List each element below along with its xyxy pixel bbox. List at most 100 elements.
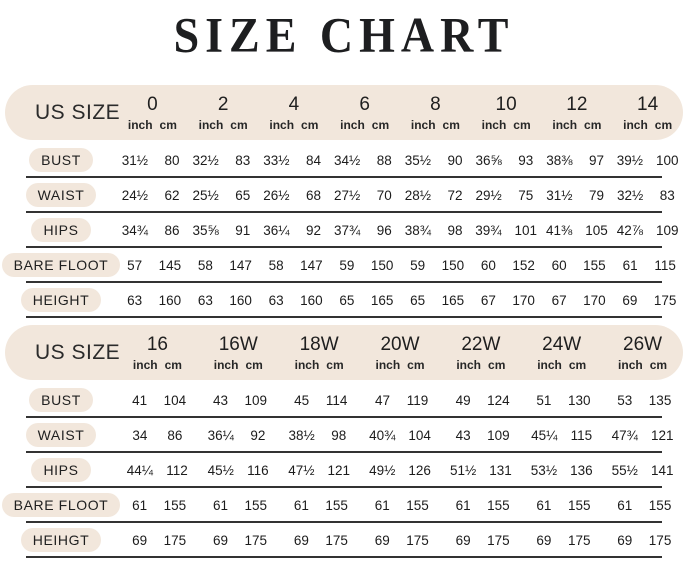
measurement-cell: 38½ 98 <box>279 428 360 443</box>
measurement-cell: 26½ 68 <box>259 188 330 203</box>
inch-value: 53½ <box>530 462 558 478</box>
measurement-cell: 61 155 <box>198 498 279 513</box>
inch-value: 69 <box>132 532 148 548</box>
size-value: 24W <box>542 333 582 355</box>
inch-value: 45 <box>294 392 310 408</box>
cm-value: 155 <box>567 497 591 513</box>
size-column-header: 16W inch cm <box>198 334 279 372</box>
page-title: SIZE CHART <box>173 7 515 63</box>
measurement-cell: 63 160 <box>117 293 188 308</box>
cm-value: 150 <box>441 257 465 273</box>
cm-value: 83 <box>659 187 675 203</box>
inch-value: 69 <box>455 532 471 548</box>
cm-value: 86 <box>164 222 180 238</box>
measurement-cell: 44¼ 112 <box>117 463 198 478</box>
cm-value: 175 <box>325 532 348 548</box>
measurement-cell: 25½ 65 <box>188 188 259 203</box>
unit-label: cm <box>245 357 263 372</box>
cm-value: 93 <box>518 152 534 168</box>
cm-value: 136 <box>570 462 593 478</box>
cm-value: 175 <box>244 532 268 548</box>
measurement-cell: 47¾ 121 <box>602 428 683 443</box>
inch-value: 34 <box>132 427 148 443</box>
inch-value: 69 <box>293 532 309 548</box>
measurement-cell: 35½ 90 <box>400 153 471 168</box>
unit-labels: inch cm <box>521 358 602 372</box>
inch-value: 44¼ <box>126 462 154 478</box>
inch-value: 49 <box>455 392 471 408</box>
row-label-pill: WAIST <box>25 423 97 448</box>
size-value: 4 <box>288 94 300 115</box>
size-value: 16 <box>146 333 168 355</box>
size-column-header: 2 inch cm <box>188 94 259 132</box>
cm-value: 97 <box>589 152 605 168</box>
inch-value: 61 <box>212 497 229 513</box>
inch-value: 58 <box>197 257 213 273</box>
inch-value: 47½ <box>288 462 315 478</box>
cm-value: 91 <box>235 222 251 238</box>
unit-label: inch <box>552 117 578 132</box>
cm-value: 104 <box>408 427 431 443</box>
measurement-cell: 69 175 <box>612 293 683 308</box>
unit-labels: inch cm <box>542 118 613 132</box>
inch-value: 38¾ <box>404 222 432 238</box>
inch-value: 61 <box>617 497 633 513</box>
measurement-cell: 63 160 <box>188 293 259 308</box>
cm-value: 90 <box>447 152 463 168</box>
measurement-cell: 43 109 <box>198 393 279 408</box>
unit-labels: inch cm <box>259 118 330 132</box>
inch-value: 37¾ <box>333 222 361 238</box>
inch-value: 38½ <box>288 427 315 443</box>
cm-value: 126 <box>408 462 431 478</box>
cm-value: 109 <box>656 222 679 238</box>
inch-value: 39¾ <box>475 222 502 238</box>
inch-value: 40¾ <box>369 427 396 443</box>
inch-value: 31½ <box>121 152 149 168</box>
unit-label: inch <box>375 357 401 372</box>
inch-value: 69 <box>617 532 633 548</box>
inch-value: 61 <box>293 497 309 513</box>
cm-value: 70 <box>376 187 392 203</box>
row-label-cell: BARE FLOOT <box>1 253 121 278</box>
inch-value: 35½ <box>404 152 432 168</box>
measurement-cell: 69 175 <box>360 533 441 548</box>
cm-value: 92 <box>250 427 266 443</box>
unit-labels: inch cm <box>279 358 360 372</box>
measurement-cell: 67 170 <box>471 293 542 308</box>
cm-value: 101 <box>514 222 538 238</box>
cm-value: 109 <box>244 392 268 408</box>
unit-label: cm <box>442 117 460 132</box>
size-column-header: 0 inch cm <box>117 94 188 132</box>
inch-value: 36¼ <box>263 222 290 238</box>
cm-value: 114 <box>325 392 348 408</box>
inch-value: 60 <box>480 257 496 273</box>
cm-value: 121 <box>327 462 351 478</box>
measurement-cell: 53 135 <box>602 393 683 408</box>
measurement-cell: 27½ 70 <box>329 188 400 203</box>
unit-label: cm <box>164 357 182 372</box>
cm-value: 160 <box>300 292 323 308</box>
unit-label: inch <box>410 117 436 132</box>
inch-value: 67 <box>480 292 496 308</box>
row-label-cell: BUST <box>5 388 117 413</box>
measurement-cell: 61 155 <box>360 498 441 513</box>
unit-label: cm <box>326 357 344 372</box>
unit-label: cm <box>584 117 602 132</box>
cm-value: 175 <box>163 532 187 548</box>
cm-value: 86 <box>167 427 183 443</box>
unit-label: cm <box>301 117 319 132</box>
inch-value: 25½ <box>192 187 219 203</box>
row-label-pill: WAIST <box>25 183 97 208</box>
inch-value: 65 <box>410 292 426 308</box>
measurement-cell: 32½ 83 <box>188 153 259 168</box>
unit-labels: inch cm <box>471 118 542 132</box>
cm-value: 141 <box>650 462 674 478</box>
measurement-cell: 28½ 72 <box>400 188 471 203</box>
inch-value: 69 <box>622 292 638 308</box>
unit-labels: inch cm <box>117 358 198 372</box>
measurement-cell: 36¼ 92 <box>198 428 279 443</box>
measurement-cell: 59 150 <box>400 258 471 273</box>
cm-value: 160 <box>229 292 252 308</box>
inch-value: 51 <box>536 392 552 408</box>
inch-value: 61 <box>374 497 390 513</box>
